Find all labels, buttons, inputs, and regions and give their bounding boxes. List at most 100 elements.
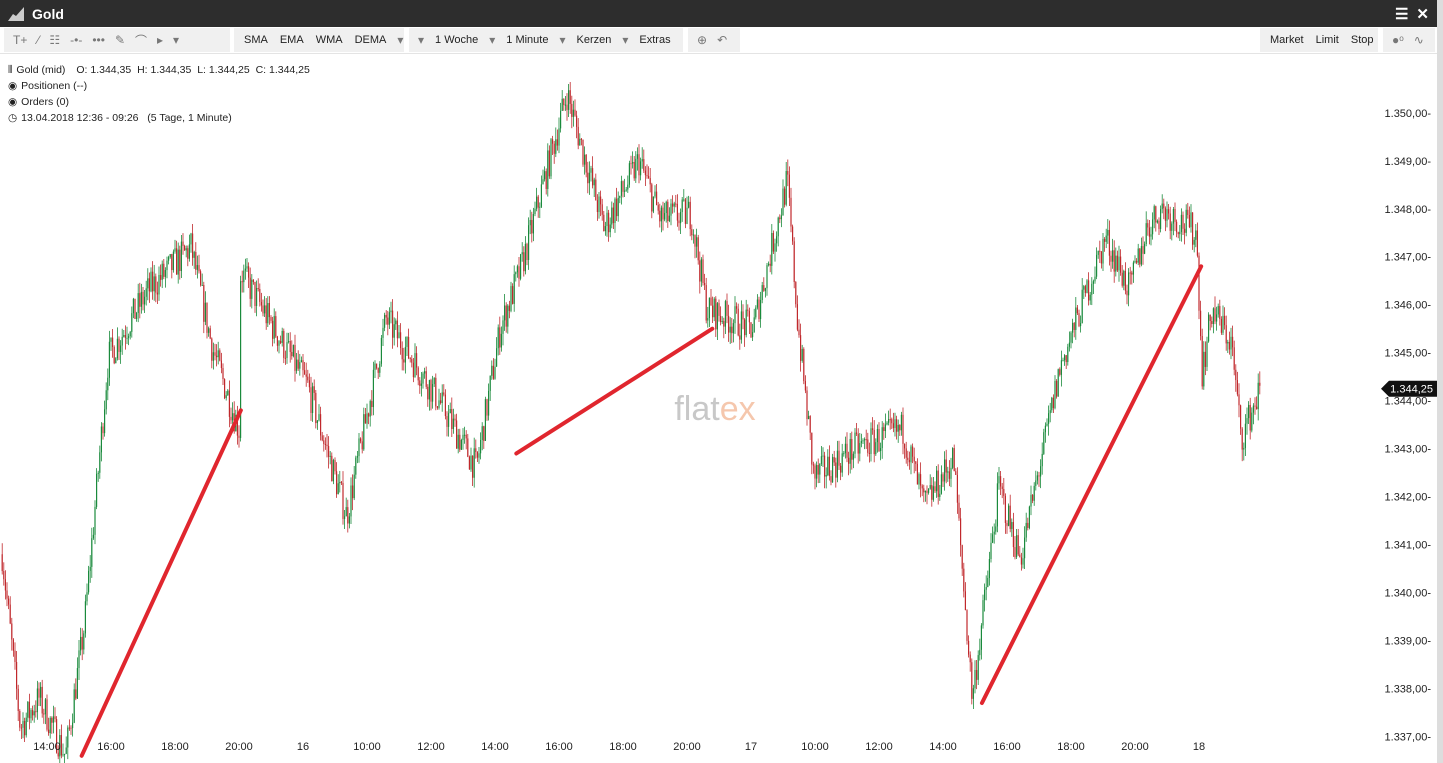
candle [302,360,304,371]
candle [176,248,178,275]
candle [993,531,995,535]
candle [83,633,85,650]
zoom-icon[interactable]: ⊕ [697,33,708,47]
candle [460,440,462,450]
candle [692,234,694,236]
candle [939,493,941,497]
candle [616,198,618,217]
close-icon[interactable]: ✕ [1416,6,1429,23]
candle [710,297,712,306]
extras-menu[interactable]: Extras [639,34,671,46]
candle [454,418,456,421]
dropdown-icon[interactable]: ▾ [397,33,404,47]
text-tool-icon[interactable]: T+ [13,33,28,47]
candle [249,277,251,299]
candle [289,341,291,352]
candle [945,459,947,473]
candle [1246,418,1248,424]
candle [126,337,128,339]
candle [675,203,677,205]
candle [964,591,966,611]
candle [707,318,709,321]
candle [587,172,589,184]
candle [94,506,96,535]
candle [236,414,238,436]
pencil-icon[interactable]: ✎ [114,33,125,47]
indicator-wma[interactable]: WMA [315,34,343,46]
candle [689,201,691,230]
candle [745,309,747,336]
candle [100,426,102,453]
positions-label[interactable]: Positionen (--) [21,80,88,92]
radio-icon[interactable]: ◉ [8,96,18,108]
candle [25,717,27,736]
candle [99,452,101,473]
interval-select[interactable]: 1 Minute [506,34,549,46]
dropdown-icon[interactable]: ▾ [173,33,180,47]
channel-icon[interactable]: ••• [92,33,105,47]
candle [208,328,210,333]
hamburger-icon[interactable]: ☰ [1394,6,1409,23]
candle [849,438,851,464]
arc-icon[interactable]: ⌒ [135,33,148,48]
arrow-icon[interactable]: ▸ [157,33,164,47]
y-tick-label: 1.341,00- [1385,540,1432,552]
candle [566,104,568,110]
market-order-button[interactable]: Market [1270,34,1304,46]
candle [870,428,872,454]
orders-label[interactable]: Orders (0) [21,96,70,108]
candle [1249,404,1251,431]
candle [1203,351,1205,387]
candle [633,161,635,179]
candle [518,266,520,279]
limit-order-button[interactable]: Limit [1315,34,1339,46]
candle [320,414,322,436]
candle [41,686,43,714]
candle [704,282,706,286]
candle [729,326,731,333]
candle [283,330,285,358]
candle [955,471,957,475]
period-select[interactable]: 1 Woche [435,34,479,46]
fibonacci-tool-icon[interactable]: ☷ [49,33,61,47]
stop-order-button[interactable]: Stop [1350,34,1374,46]
indicator-dema[interactable]: DEMA [354,34,387,46]
horizontal-line-icon[interactable]: -•- [70,33,83,47]
candle [75,689,77,699]
candle [632,161,634,164]
line-tool-icon[interactable]: ⁄ [37,33,40,47]
candle [520,254,522,279]
candle [180,241,182,271]
candle [70,727,72,729]
candle [206,302,208,333]
candle [603,214,605,232]
indicator-ema[interactable]: EMA [279,34,304,46]
candle [1128,272,1130,296]
candle [265,305,267,324]
indicator-sma[interactable]: SMA [244,34,268,46]
candle [574,109,576,116]
wave-icon[interactable]: ∿ [1413,33,1424,47]
candle [753,317,755,333]
chart-type-select[interactable]: Kerzen [576,34,612,46]
reset-icon[interactable]: ↶ [717,33,728,47]
candle [1156,220,1158,223]
candle [1041,453,1043,467]
price-chart[interactable]: flatex 1.337,00- 1.338,00- 1.339,00- 1.340,… [0,54,1437,763]
candle [713,298,715,318]
candle [366,413,368,424]
candle [1019,554,1021,558]
candle [940,474,942,494]
candle [1033,485,1035,501]
candle [292,344,294,357]
candle [502,320,504,334]
candle [489,375,491,391]
candle [1108,229,1110,256]
radio-icon[interactable]: ◉ [8,80,18,92]
candle [1161,203,1163,210]
candle [784,188,786,205]
candle [600,196,602,205]
candle [990,542,992,560]
candle [996,483,998,527]
bubbles-icon[interactable]: ●ᵒ [1392,33,1404,47]
